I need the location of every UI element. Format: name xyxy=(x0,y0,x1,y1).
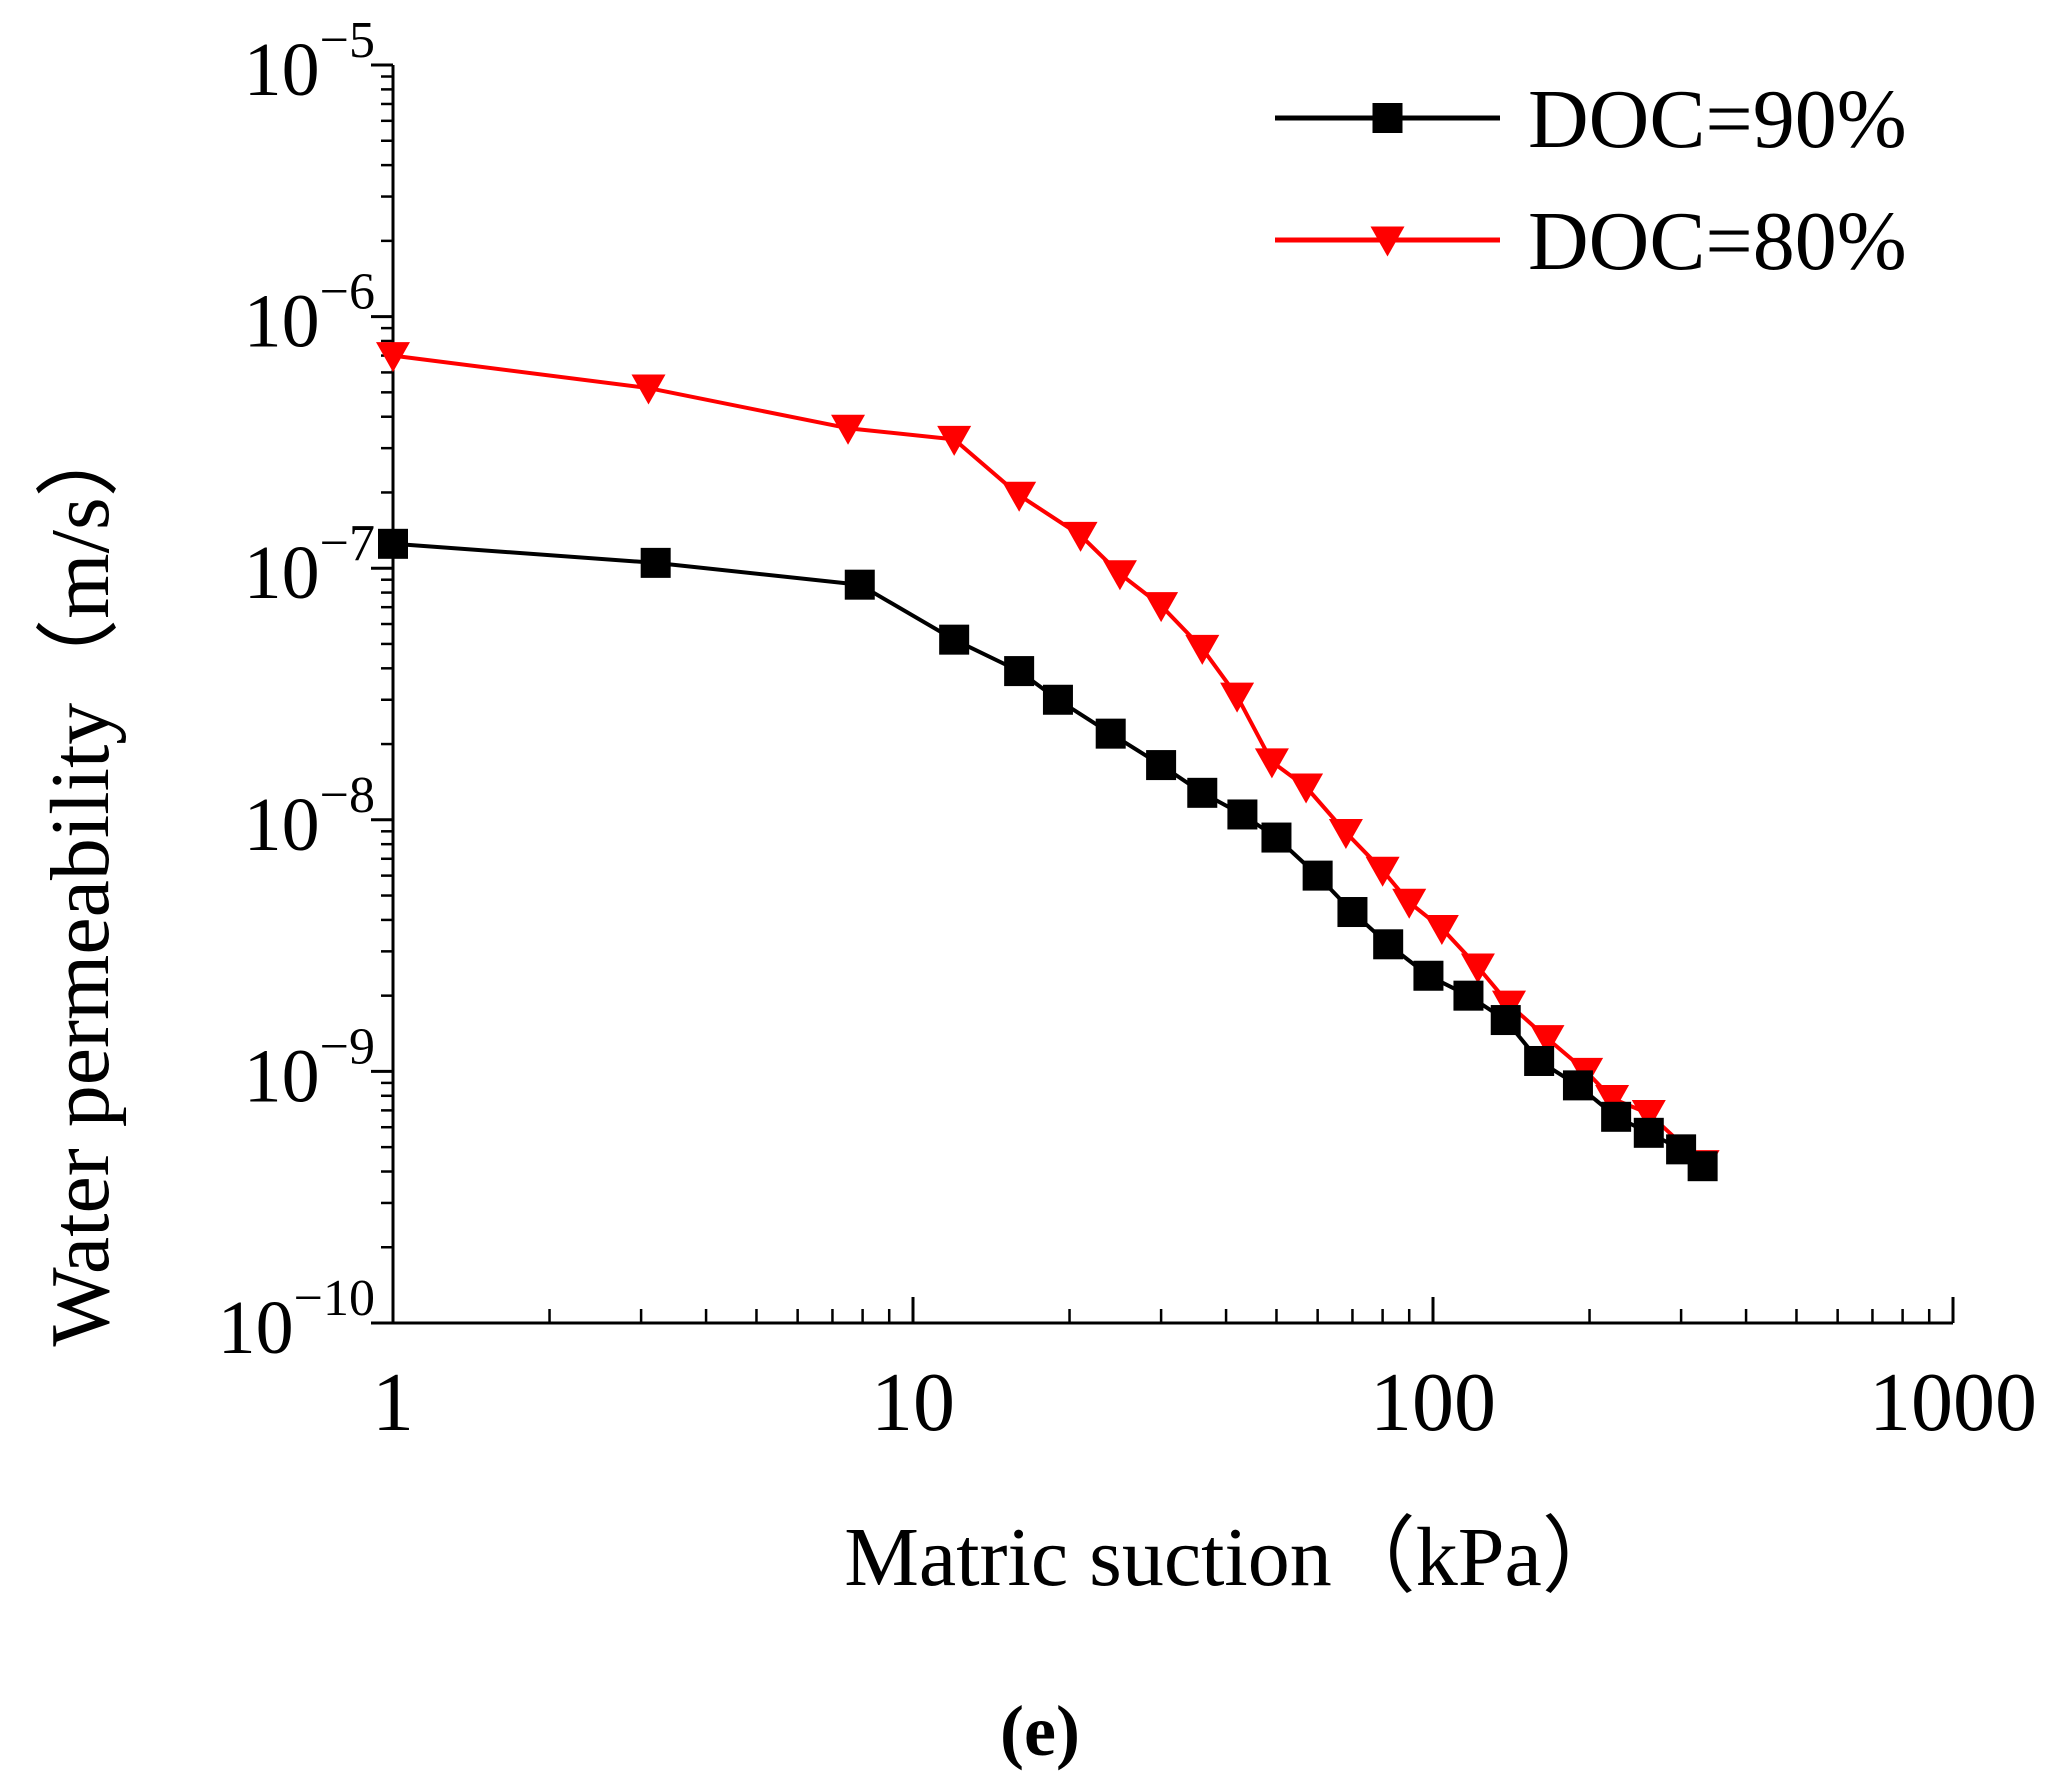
data-point xyxy=(1146,750,1177,781)
data-point xyxy=(1289,773,1324,804)
data-point xyxy=(1365,856,1400,887)
legend: DOC=90% DOC=80% xyxy=(1275,73,1907,288)
data-point xyxy=(631,374,666,405)
series xyxy=(376,342,1720,1182)
data-point xyxy=(937,425,972,456)
panel-label: (e) xyxy=(1000,1691,1080,1771)
data-point xyxy=(939,624,970,655)
data-point xyxy=(1413,960,1444,991)
y-tick-label: 10−9 xyxy=(244,1018,375,1118)
data-point xyxy=(1220,682,1255,713)
data-point xyxy=(1227,799,1258,830)
legend-label: DOC=80% xyxy=(1528,195,1907,288)
data-point xyxy=(1302,860,1333,891)
y-tick-label: 10−8 xyxy=(244,767,375,867)
y-tick-label: 10−6 xyxy=(244,264,375,364)
y-tick-label: 10−7 xyxy=(244,515,375,615)
data-point xyxy=(1490,1005,1521,1036)
data-point xyxy=(1524,1045,1555,1076)
data-point xyxy=(1261,822,1292,853)
data-point xyxy=(1004,656,1035,687)
data-point xyxy=(378,528,408,559)
data-point xyxy=(376,342,410,373)
x-axis-title: Matric suction（kPa） xyxy=(844,1511,1626,1604)
x-tick-label: 1 xyxy=(372,1356,414,1449)
series-doc-80 xyxy=(376,342,1720,1181)
data-point xyxy=(1687,1151,1718,1182)
data-point xyxy=(1392,888,1427,919)
data-point xyxy=(1337,897,1368,928)
data-point xyxy=(1460,953,1495,984)
x-tick-label: 1000 xyxy=(1869,1356,2037,1449)
legend-item: DOC=80% xyxy=(1275,195,1907,288)
data-point xyxy=(1373,929,1404,960)
data-point xyxy=(1063,521,1098,552)
data-point xyxy=(1631,1100,1666,1131)
data-point xyxy=(1102,560,1137,591)
data-point xyxy=(1144,592,1179,623)
series-line xyxy=(392,541,1704,1168)
data-point xyxy=(1187,777,1218,808)
data-point xyxy=(640,547,671,578)
data-point xyxy=(1595,1085,1630,1116)
data-point xyxy=(831,414,866,445)
x-tick-label: 10 xyxy=(871,1356,955,1449)
data-point xyxy=(1185,634,1220,665)
data-point xyxy=(1601,1101,1632,1132)
data-point xyxy=(1453,980,1484,1011)
data-point xyxy=(1095,718,1126,749)
legend-item: DOC=90% xyxy=(1275,73,1907,166)
data-point xyxy=(1562,1070,1593,1101)
series-line xyxy=(392,353,1704,1166)
data-point xyxy=(1042,684,1073,715)
x-tick-label: 100 xyxy=(1370,1356,1496,1449)
data-point xyxy=(1530,1025,1565,1056)
legend-label: DOC=90% xyxy=(1528,73,1907,166)
y-tick-label: 10−5 xyxy=(244,12,375,112)
axes xyxy=(391,65,1953,1325)
data-point xyxy=(1633,1117,1664,1148)
y-tick-label: 10−10 xyxy=(218,1270,375,1370)
data-point xyxy=(1254,748,1289,779)
legend-marker xyxy=(1370,226,1405,257)
ticks: 1 10 100 1000 10−5 10−6 10−7 10−8 10−9 10−10 xyxy=(218,12,2037,1449)
y-axis-title: Water permeability（m/s） xyxy=(34,413,127,1346)
series-doc-90 xyxy=(378,528,1718,1182)
data-point xyxy=(1002,481,1037,512)
legend-marker xyxy=(1372,103,1403,133)
data-point xyxy=(1424,914,1459,945)
data-point xyxy=(844,569,875,600)
data-point xyxy=(1328,819,1363,850)
